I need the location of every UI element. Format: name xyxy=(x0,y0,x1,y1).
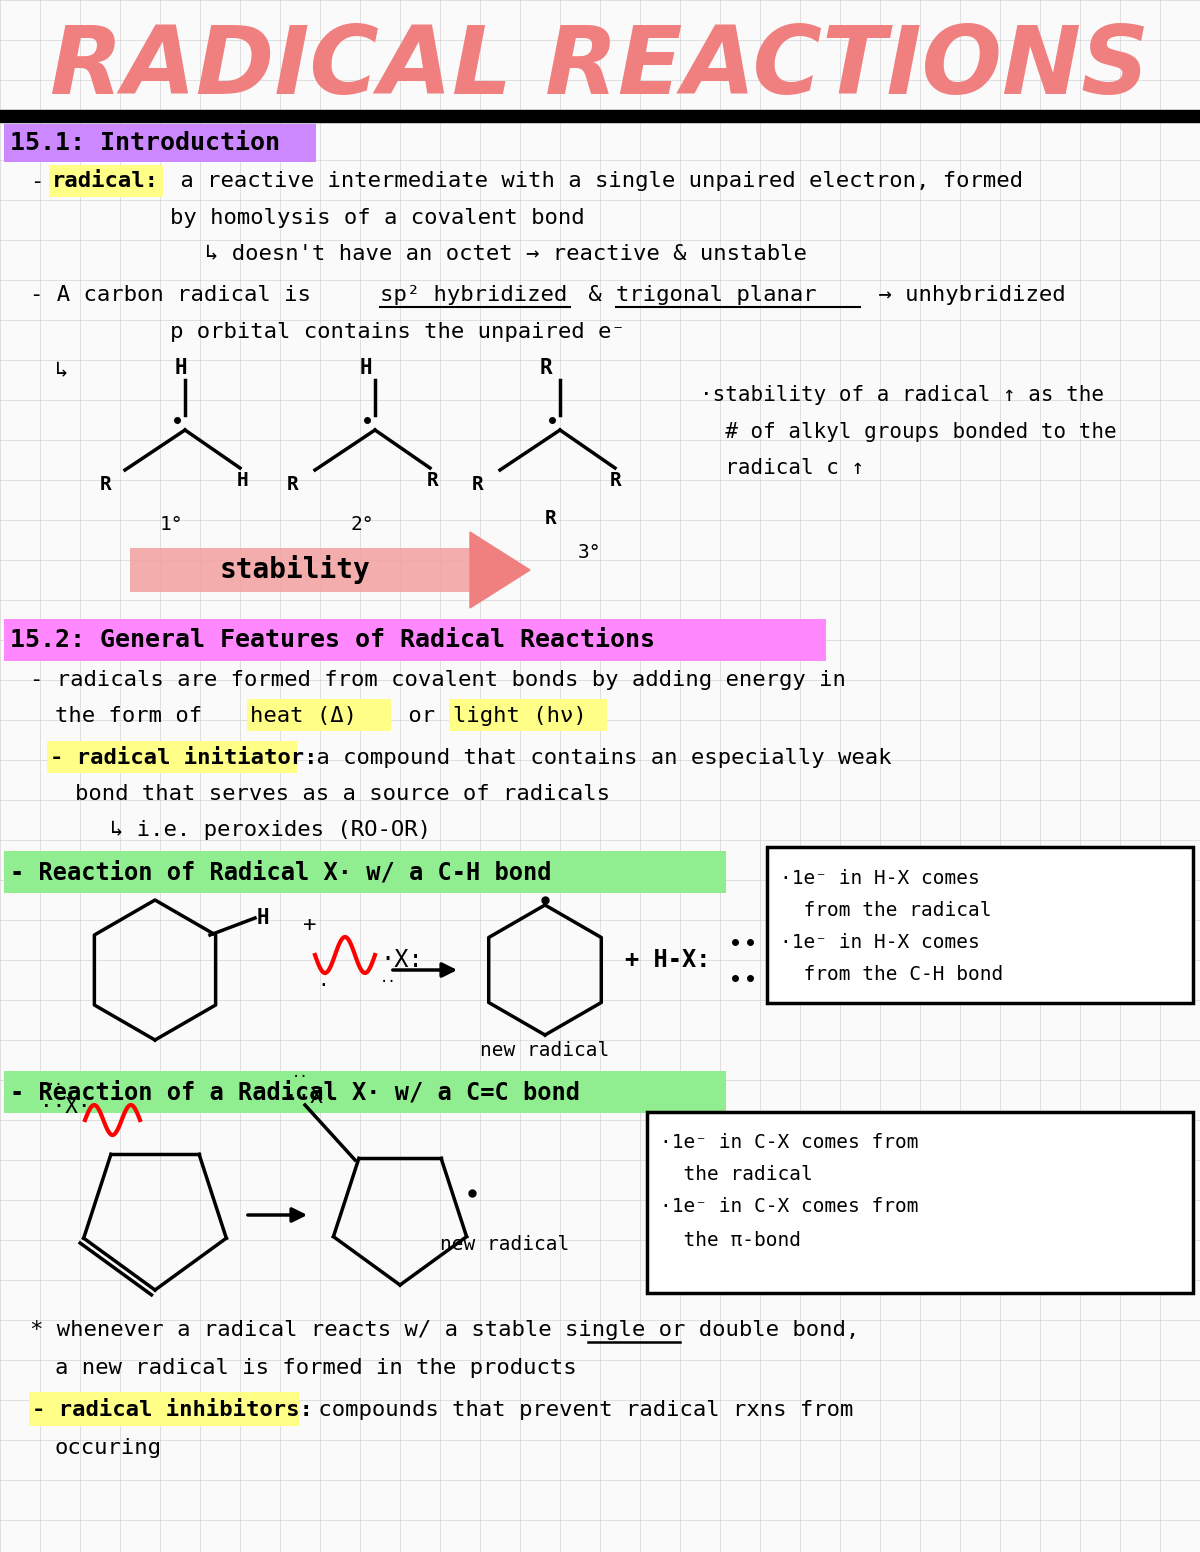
Text: ··X: ··X xyxy=(286,1086,323,1107)
Text: 1°: 1° xyxy=(160,515,184,534)
Text: ·: · xyxy=(317,976,329,995)
Text: the π-bond: the π-bond xyxy=(660,1231,802,1249)
Text: from the C-H bond: from the C-H bond xyxy=(780,964,1003,984)
Text: from the radical: from the radical xyxy=(780,900,991,919)
Text: ↳: ↳ xyxy=(55,360,68,380)
FancyBboxPatch shape xyxy=(29,1392,299,1426)
Text: trigonal planar: trigonal planar xyxy=(616,286,817,306)
Text: the form of: the form of xyxy=(55,706,216,726)
FancyBboxPatch shape xyxy=(47,740,298,773)
Text: R: R xyxy=(540,359,553,379)
Text: * whenever a radical reacts w/ a stable single or double bond,: * whenever a radical reacts w/ a stable … xyxy=(30,1321,859,1339)
Text: -: - xyxy=(30,172,43,192)
Text: new radical: new radical xyxy=(440,1235,569,1254)
Text: # of alkyl groups bonded to the: # of alkyl groups bonded to the xyxy=(700,422,1117,442)
FancyBboxPatch shape xyxy=(4,850,726,892)
Text: radical c ↑: radical c ↑ xyxy=(700,458,864,478)
Text: - A carbon radical is: - A carbon radical is xyxy=(30,286,324,306)
FancyBboxPatch shape xyxy=(4,1071,726,1113)
Text: occuring: occuring xyxy=(55,1439,162,1457)
FancyBboxPatch shape xyxy=(4,124,316,161)
Text: a reactive intermediate with a single unpaired electron, formed: a reactive intermediate with a single un… xyxy=(167,171,1022,191)
Text: ··: ·· xyxy=(47,1079,64,1093)
Text: p orbital contains the unpaired e⁻: p orbital contains the unpaired e⁻ xyxy=(170,321,625,341)
Text: ·1e⁻ in C-X comes from: ·1e⁻ in C-X comes from xyxy=(660,1133,918,1153)
Text: ·X:: ·X: xyxy=(380,948,422,972)
Text: bond that serves as a source of radicals: bond that serves as a source of radicals xyxy=(74,784,610,804)
Text: - Reaction of Radical X· w/ a C-H bond: - Reaction of Radical X· w/ a C-H bond xyxy=(10,860,552,885)
FancyBboxPatch shape xyxy=(767,847,1193,1003)
Text: R: R xyxy=(287,475,299,495)
Text: heat (Δ): heat (Δ) xyxy=(250,706,358,726)
Text: the radical: the radical xyxy=(660,1166,812,1184)
Text: R: R xyxy=(427,470,439,489)
Polygon shape xyxy=(470,532,530,608)
Text: - radical initiator:: - radical initiator: xyxy=(50,748,318,768)
Text: ·stability of a radical ↑ as the: ·stability of a radical ↑ as the xyxy=(700,385,1104,405)
Text: &: & xyxy=(575,286,616,306)
Text: 2°: 2° xyxy=(350,515,373,534)
Text: or: or xyxy=(395,706,449,726)
Text: a compound that contains an especially weak: a compound that contains an especially w… xyxy=(302,748,892,768)
Text: stability: stability xyxy=(220,556,371,585)
Text: + H-X:: + H-X: xyxy=(625,948,710,972)
Text: R: R xyxy=(610,470,622,489)
Text: H: H xyxy=(238,470,248,489)
Text: R: R xyxy=(472,475,484,495)
Text: compounds that prevent radical rxns from: compounds that prevent radical rxns from xyxy=(305,1400,853,1420)
Text: ↳ i.e. peroxides (RO-OR): ↳ i.e. peroxides (RO-OR) xyxy=(110,819,431,840)
Text: RADICAL REACTIONS: RADICAL REACTIONS xyxy=(50,22,1150,113)
Text: 3°: 3° xyxy=(578,543,601,562)
Text: 15.2: General Features of Radical Reactions: 15.2: General Features of Radical Reacti… xyxy=(10,629,655,652)
FancyBboxPatch shape xyxy=(4,619,826,661)
Text: +: + xyxy=(302,916,317,934)
Text: - radicals are formed from covalent bonds by adding energy in: - radicals are formed from covalent bond… xyxy=(30,670,846,691)
Text: 15.1: Introduction: 15.1: Introduction xyxy=(10,130,280,155)
Text: H: H xyxy=(175,359,187,379)
Text: R: R xyxy=(545,509,557,528)
Text: ↳ doesn't have an octet → reactive & unstable: ↳ doesn't have an octet → reactive & uns… xyxy=(205,244,806,264)
Text: - radical inhibitors:: - radical inhibitors: xyxy=(32,1400,313,1420)
Text: radical:: radical: xyxy=(52,171,158,191)
FancyBboxPatch shape xyxy=(247,698,391,731)
Text: new radical: new radical xyxy=(480,1040,610,1060)
FancyBboxPatch shape xyxy=(49,165,163,197)
Text: ··X·: ··X· xyxy=(40,1097,90,1117)
Text: light (hν): light (hν) xyxy=(454,706,587,726)
FancyBboxPatch shape xyxy=(130,548,470,591)
Text: ··: ·· xyxy=(292,1069,308,1083)
Text: H: H xyxy=(360,359,373,379)
Text: R: R xyxy=(100,475,112,495)
Text: H: H xyxy=(257,908,270,928)
Text: by homolysis of a covalent bond: by homolysis of a covalent bond xyxy=(170,208,584,228)
FancyBboxPatch shape xyxy=(449,698,607,731)
Text: - Reaction of a Radical X· w/ a C=C bond: - Reaction of a Radical X· w/ a C=C bond xyxy=(10,1080,580,1103)
Text: ·1e⁻ in C-X comes from: ·1e⁻ in C-X comes from xyxy=(660,1198,918,1217)
Text: → unhybridized: → unhybridized xyxy=(865,286,1066,306)
FancyBboxPatch shape xyxy=(647,1111,1193,1293)
Text: sp² hybridized: sp² hybridized xyxy=(380,286,568,306)
Text: ·1e⁻ in H-X comes: ·1e⁻ in H-X comes xyxy=(780,869,979,888)
Text: ··: ·· xyxy=(380,975,397,989)
Text: a new radical is formed in the products: a new radical is formed in the products xyxy=(55,1358,577,1378)
Text: ·1e⁻ in H-X comes: ·1e⁻ in H-X comes xyxy=(780,933,979,951)
